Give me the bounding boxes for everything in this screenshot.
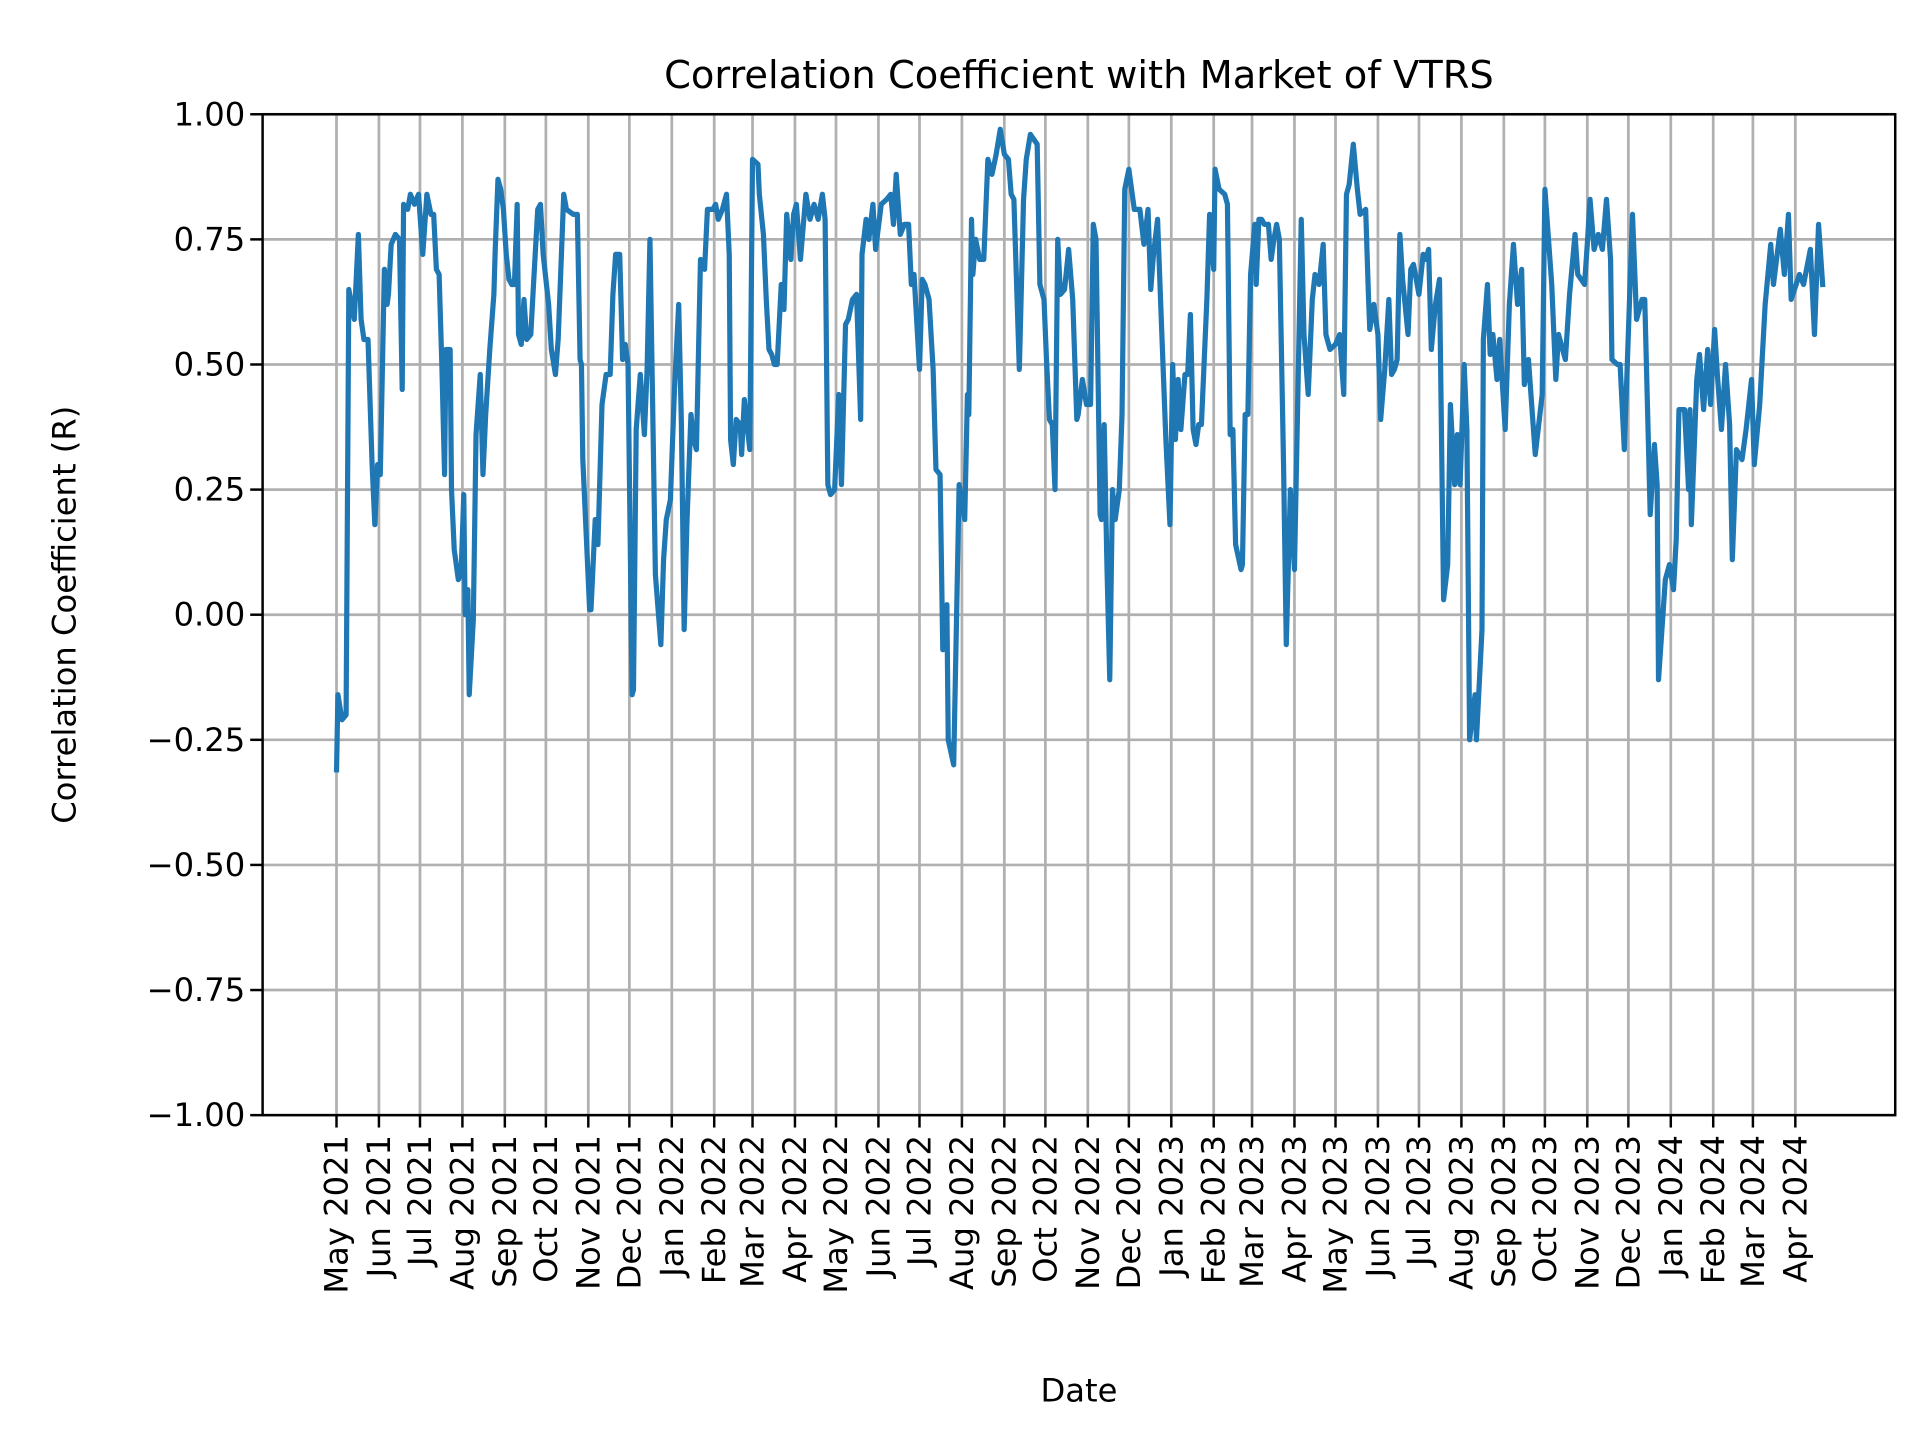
x-tick-label: Feb 2023 [1195,1135,1233,1284]
x-tick-label: Jan 2022 [653,1135,691,1279]
x-tick-label: Aug 2023 [1442,1135,1480,1290]
x-tick-label: Apr 2024 [1776,1135,1814,1283]
x-tick-label: Dec 2022 [1110,1135,1148,1289]
y-tick-label: 1.00 [174,95,246,133]
x-tick-label: Feb 2022 [695,1135,733,1284]
y-axis-label: Correlation Coefficient (R) [46,406,84,824]
x-tick-label: Apr 2023 [1275,1135,1313,1283]
y-tick-label: 0.75 [174,220,246,258]
x-tick-label: Aug 2022 [943,1135,981,1290]
x-tick-label: Mar 2024 [1734,1135,1772,1288]
x-tick-label: Mar 2022 [734,1135,772,1288]
y-tick-label: −1.00 [147,1096,246,1134]
x-tick-label: Oct 2021 [527,1135,565,1283]
x-tick-label: Sep 2023 [1485,1135,1523,1288]
x-tick-label: Jul 2021 [401,1135,439,1268]
x-tick-label: Jan 2024 [1652,1135,1690,1279]
x-tick-label: Sep 2022 [985,1135,1023,1288]
x-tick-label: Dec 2021 [610,1135,648,1289]
x-tick-label: Mar 2023 [1233,1135,1271,1288]
x-tick-label: Jun 2021 [360,1135,398,1279]
series-layer [333,126,1826,773]
x-tick-label: Aug 2021 [443,1135,481,1290]
correlation-series-line [333,126,1826,773]
x-tick-label: Oct 2022 [1026,1135,1064,1283]
x-tick-label: Jul 2023 [1400,1135,1438,1268]
x-tick-label: Oct 2023 [1526,1135,1564,1283]
x-tick-label: Apr 2022 [776,1135,814,1283]
x-tick-label: Feb 2024 [1694,1135,1732,1284]
x-tick-label: Jan 2023 [1152,1135,1190,1279]
y-tick-label: 0.50 [174,345,246,383]
x-tick-label: Nov 2022 [1069,1135,1107,1290]
x-tick-label: Jun 2023 [1359,1135,1397,1279]
y-tick-label: −0.50 [147,846,246,884]
axis-ticks: May 2021 Jun 2021 Jul 2021 Aug 2021 Sep 2021… [147,95,1815,1293]
chart-title: Correlation Coefficient with Market of V… [664,53,1494,98]
x-tick-label: Jul 2022 [900,1135,938,1268]
y-tick-label: 0.00 [174,596,246,634]
x-tick-label: Nov 2021 [569,1135,607,1290]
x-tick-label: Nov 2023 [1568,1135,1606,1290]
x-tick-label: Sep 2021 [486,1135,524,1288]
x-tick-label: May 2022 [817,1135,855,1294]
x-tick-label: May 2021 [318,1135,356,1294]
y-tick-label: −0.75 [147,971,246,1009]
y-tick-label: −0.25 [147,721,246,759]
x-tick-label: Dec 2023 [1609,1135,1647,1289]
y-tick-label: 0.25 [174,471,246,509]
x-tick-label: May 2023 [1317,1135,1355,1294]
x-axis-label: Date [1040,1371,1117,1409]
x-tick-label: Jun 2022 [859,1135,897,1279]
